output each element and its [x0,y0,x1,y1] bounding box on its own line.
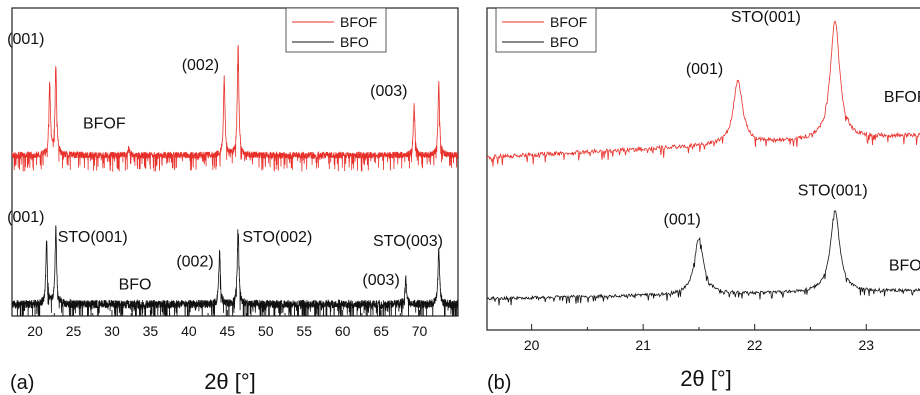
x-tick-label: 30 [104,323,120,339]
x-axis-label: 2θ [°] [204,369,256,394]
legend-box [495,7,597,53]
peak-annotation: STO(001) [798,183,868,200]
peak-annotation: STO(003) [373,233,443,250]
x-tick-label: 70 [412,323,428,339]
x-tick-label: 21 [635,337,651,353]
plot-frame [11,7,459,317]
peak-annotation: (001) [664,211,701,228]
legend-label-bfo: BFO [340,34,369,50]
peak-annotation: (003) [370,83,407,100]
x-tick-label: 23 [858,337,874,353]
panel-a: 20 25 30 35 40 45 50 55 60 65 70 (001) (002) (003) BFO… [7,7,459,394]
peak-annotation: STO(001) [731,9,801,26]
peak-annotation: (001) [7,31,44,48]
x-tick-label: 60 [335,323,351,339]
peak-annotation: (001) [686,61,723,78]
x-tick-label: 65 [373,323,389,339]
x-tick-label: 20 [524,337,540,353]
series-line-bfof [487,20,920,167]
peak-annotation: (002) [182,57,219,74]
peak-annotation: (002) [176,253,213,270]
legend: BFOF BFO [495,7,597,53]
series-line-bfo [12,225,458,316]
x-axis-label: 2θ [°] [680,366,732,391]
x-tick-label: 55 [296,323,312,339]
legend-label-bfof: BFOF [550,14,587,30]
series-line-bfof [12,44,458,172]
peak-annotation: (001) [7,209,44,226]
legend-label-bfof: BFOF [340,14,377,30]
x-tick-label: 45 [220,323,236,339]
peak-annotation: BFOF [83,116,126,133]
peak-annotation: BFO [889,258,920,275]
panel-label: (b) [487,372,511,394]
legend: BFOF BFO [285,7,387,53]
panel-label: (a) [10,372,34,394]
x-tick-label: 35 [143,323,159,339]
peak-annotation: BFOF [884,89,920,106]
x-tick-label: 20 [27,323,43,339]
x-tick-label: 50 [258,323,274,339]
peak-annotation: (003) [362,272,399,289]
x-tick-label: 22 [747,337,763,353]
panel-b: 20 21 22 23 STO(001) (001) BFOF (001) STO(001) BF… [486,7,920,394]
x-tick-label: 40 [181,323,197,339]
x-tick-label: 25 [66,323,82,339]
legend-label-bfo: BFO [550,34,579,50]
legend-box [285,7,387,53]
series-line-bfo [487,210,920,306]
peak-annotation: STO(002) [242,229,312,246]
peak-annotation: BFO [119,276,152,293]
plot-frame [486,7,920,331]
peak-annotation: STO(001) [58,229,128,246]
